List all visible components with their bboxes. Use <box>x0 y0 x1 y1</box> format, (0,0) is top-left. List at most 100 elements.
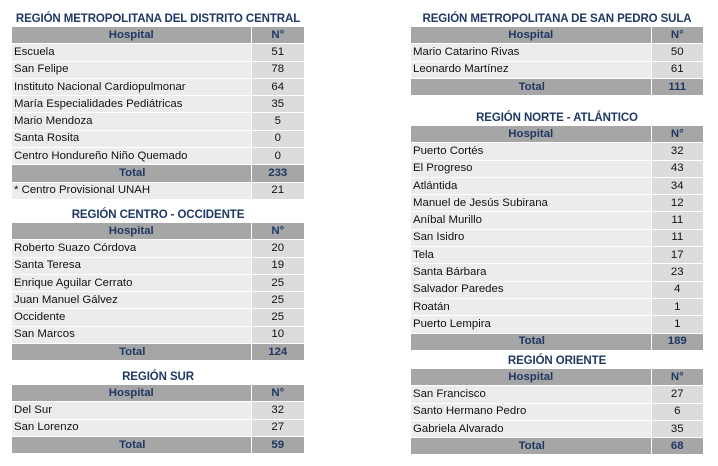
hospital-name: Tela <box>411 246 651 265</box>
table-row: Tela 17 <box>411 246 703 265</box>
hospital-count: 25 <box>250 274 304 293</box>
table-row: Instituto Nacional Cardiopulmonar 64 <box>12 78 304 97</box>
hospital-count: 43 <box>650 160 703 178</box>
hospital-name: San Isidro <box>411 229 651 248</box>
hospital-count: 25 <box>250 291 304 310</box>
table-row: Santa Bárbara 23 <box>411 263 703 282</box>
hospital-name: San Lorenzo <box>12 419 251 437</box>
total-value: 189 <box>650 333 703 351</box>
table-row: El Progreso 43 <box>411 160 703 178</box>
table-row: San Felipe 78 <box>12 61 304 79</box>
total-row: Total 111 <box>411 78 703 97</box>
hospital-count: 1 <box>650 315 703 334</box>
hospital-name: Roatán <box>411 298 651 317</box>
table-header: Hospital N° <box>12 27 304 45</box>
hospital-count: 0 <box>250 130 304 149</box>
hospital-count: 32 <box>650 142 703 161</box>
header-hospital: Hospital <box>411 369 651 387</box>
hospital-table: Hospital N° Escuela 51 San Felipe 78 Insti… <box>12 27 304 200</box>
hospital-name: San Marcos <box>12 326 251 345</box>
hospital-count: 34 <box>650 177 703 196</box>
total-value: 233 <box>250 164 304 183</box>
hospital-name: Mario Catarino Rivas <box>411 43 651 62</box>
total-value: 68 <box>650 437 703 456</box>
hospital-count: 19 <box>250 257 304 275</box>
hospital-count: 11 <box>650 211 703 230</box>
table-row: Salvador Paredes 4 <box>411 281 703 299</box>
table-row: Roatán 1 <box>411 298 703 317</box>
hospital-count: 78 <box>250 61 304 79</box>
table-row: Juan Manuel Gálvez 25 <box>12 291 304 310</box>
hospital-count: 50 <box>650 43 703 62</box>
table-row: Del Sur 32 <box>12 401 304 420</box>
hospital-count: 4 <box>650 281 703 299</box>
hospital-name: Leonardo Martínez <box>411 61 651 79</box>
table-row: Occidente 25 <box>12 308 304 327</box>
hospital-name: María Especialidades Pediátricas <box>12 95 251 114</box>
hospital-name: Juan Manuel Gálvez <box>12 291 251 310</box>
hospital-name: San Felipe <box>12 61 251 79</box>
hospital-name: San Francisco <box>411 385 651 404</box>
total-value: 124 <box>250 343 304 362</box>
hospital-name: Escuela <box>12 43 251 62</box>
table-row-extra: * Centro Provisional UNAH 21 <box>12 182 304 200</box>
hospital-count: 35 <box>650 420 703 439</box>
header-number: N° <box>250 27 304 45</box>
hospital-table: Hospital N° Puerto Cortés 32 El Progreso 4… <box>411 126 703 351</box>
hospital-name: Instituto Nacional Cardiopulmonar <box>12 78 251 97</box>
region-oriente: REGIÓN ORIENTE Hospital N° San Francisco… <box>411 354 703 456</box>
region-metro-dc: REGIÓN METROPOLITANA DEL DISTRITO CENTRA… <box>12 12 304 200</box>
header-number: N° <box>250 223 304 241</box>
table-row: Atlántida 34 <box>411 177 703 196</box>
table-row: San Francisco 27 <box>411 385 703 404</box>
region-metro-sps: REGIÓN METROPOLITANA DE SAN PEDRO SULA H… <box>411 12 703 97</box>
hospital-name: Roberto Suazo Córdova <box>12 239 251 258</box>
table-row: San Lorenzo 27 <box>12 419 304 437</box>
hospital-count: 5 <box>250 112 304 131</box>
hospital-name: Santo Hermano Pedro <box>411 403 651 421</box>
total-value: 111 <box>650 78 703 97</box>
hospital-table: Hospital N° Del Sur 32 San Lorenzo 27 Tota… <box>12 385 304 455</box>
table-row: Escuela 51 <box>12 43 304 62</box>
table-header: Hospital N° <box>12 385 304 403</box>
total-label: Total <box>411 437 651 456</box>
hospital-name: Del Sur <box>12 401 251 420</box>
hospital-name: Puerto Lempira <box>411 315 651 334</box>
region-sur: REGIÓN SUR Hospital N° Del Sur 32 San Lor… <box>12 370 304 455</box>
table-row: Santa Rosita 0 <box>12 130 304 149</box>
hospital-name: Puerto Cortés <box>411 142 651 161</box>
hospital-name: El Progreso <box>411 160 651 178</box>
hospital-name: Occidente <box>12 308 251 327</box>
table-row: Mario Mendoza 5 <box>12 112 304 131</box>
header-number: N° <box>650 126 703 144</box>
region-norte-atlantico: REGIÓN NORTE - ATLÁNTICO Hospital N° Pue… <box>411 111 703 351</box>
total-row: Total 68 <box>411 437 703 456</box>
region-title: REGIÓN METROPOLITANA DEL DISTRITO CENTRA… <box>15 13 301 25</box>
header-hospital: Hospital <box>411 27 651 45</box>
table-row: Puerto Cortés 32 <box>411 142 703 161</box>
hospital-count: 1 <box>650 298 703 317</box>
table-row: Gabriela Alvarado 35 <box>411 420 703 439</box>
hospital-name: Enrique Aguilar Cerrato <box>12 274 251 293</box>
hospital-name: Aníbal Murillo <box>411 211 651 230</box>
hospital-count: 0 <box>250 147 304 166</box>
hospital-name: Manuel de Jesús Subirana <box>411 194 651 213</box>
table-row: San Isidro 11 <box>411 229 703 248</box>
header-hospital: Hospital <box>12 385 251 403</box>
table-header: Hospital N° <box>411 369 703 387</box>
region-title: REGIÓN ORIENTE <box>507 355 607 367</box>
hospital-count: 35 <box>250 95 304 114</box>
hospital-table: Hospital N° San Francisco 27 Santo Herman… <box>411 369 703 456</box>
hospital-count: 12 <box>650 194 703 213</box>
table-header: Hospital N° <box>411 27 703 45</box>
hospital-name: * Centro Provisional UNAH <box>12 182 251 200</box>
hospital-name: Santa Teresa <box>12 257 251 275</box>
header-number: N° <box>650 369 703 387</box>
header-number: N° <box>250 385 304 403</box>
total-label: Total <box>12 436 251 455</box>
hospital-count: 27 <box>250 419 304 437</box>
total-label: Total <box>411 78 651 97</box>
hospital-count: 27 <box>650 385 703 404</box>
total-value: 59 <box>250 436 304 455</box>
hospital-count: 51 <box>250 43 304 62</box>
